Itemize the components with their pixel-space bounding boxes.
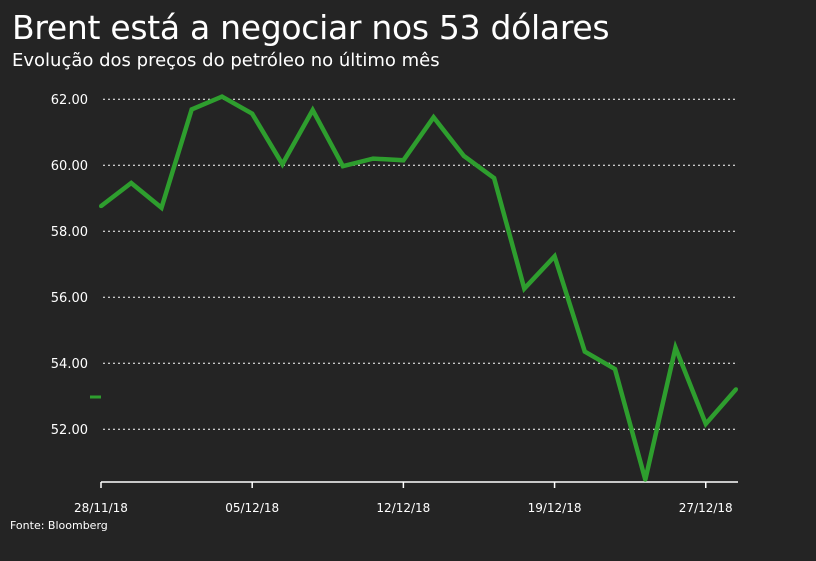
data-point: [674, 346, 678, 350]
data-point: [280, 162, 284, 166]
data-point: [401, 158, 405, 162]
data-point: [522, 287, 526, 291]
x-tick-label: 27/12/18: [679, 501, 733, 515]
data-point: [734, 387, 738, 391]
source-note: Fonte: Bloomberg: [10, 519, 108, 532]
series-line-brent: [101, 97, 736, 480]
data-point: [250, 112, 254, 116]
data-point: [462, 154, 466, 158]
data-point: [190, 107, 194, 111]
data-point: [492, 176, 496, 180]
data-point: [341, 164, 345, 168]
y-tick-label: 62.00: [51, 93, 88, 108]
data-point: [583, 350, 587, 354]
data-point: [220, 95, 224, 99]
data-point: [159, 206, 163, 210]
data-point: [311, 108, 315, 112]
line-chart: 52.00 54.00 56.00 58.00 60.00 62.00 28/11/18 0…: [0, 0, 816, 561]
y-tick-label: 60.00: [51, 159, 88, 174]
x-tick-label: 12/12/18: [376, 501, 430, 515]
x-tick-label: 19/12/18: [528, 501, 582, 515]
data-point: [99, 204, 103, 208]
gridlines: [103, 99, 738, 429]
y-tick-label: 58.00: [51, 225, 88, 240]
y-tick-label: 52.00: [51, 423, 88, 438]
y-axis: 52.00 54.00 56.00 58.00 60.00 62.00: [51, 93, 88, 438]
x-axis: 28/11/18 05/12/18 12/12/18 19/12/18 27/12/18: [74, 482, 733, 515]
data-point: [613, 367, 617, 371]
data-points: [99, 95, 738, 482]
data-point: [704, 422, 708, 426]
data-point: [432, 115, 436, 119]
x-tick-label: 28/11/18: [74, 501, 128, 515]
x-tick-label: 05/12/18: [225, 501, 279, 515]
y-tick-label: 56.00: [51, 291, 88, 306]
data-point: [129, 181, 133, 185]
data-point: [553, 254, 557, 258]
data-point: [643, 478, 647, 482]
data-point: [371, 157, 375, 161]
y-tick-label: 54.00: [51, 357, 88, 372]
